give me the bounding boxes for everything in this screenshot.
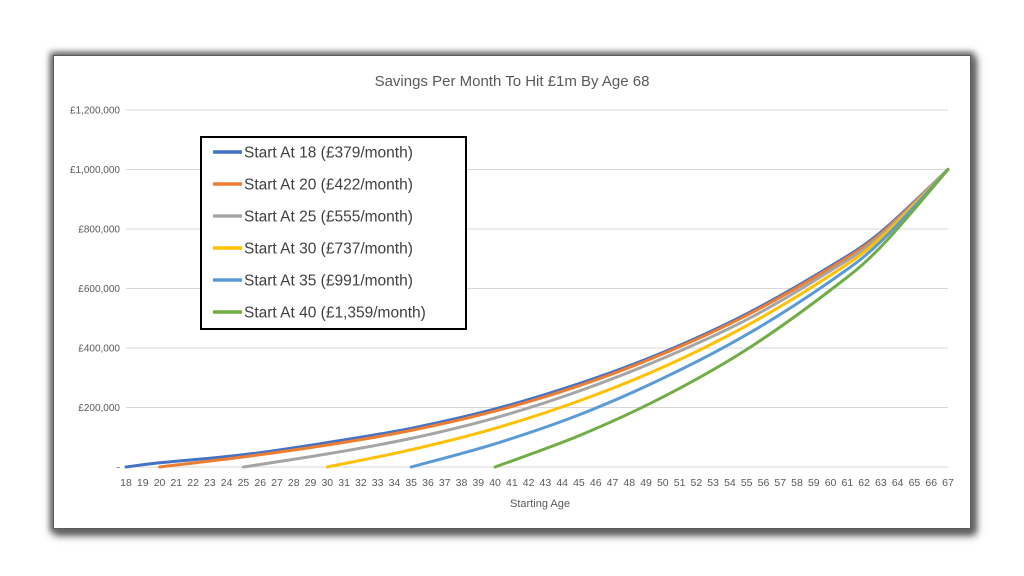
x-tick-label: 62	[858, 477, 870, 489]
y-tick-label: -	[117, 463, 120, 474]
legend-label: Start At 20 (£422/month)	[244, 177, 413, 194]
x-tick-label: 26	[254, 477, 266, 489]
legend-label: Start At 18 (£379/month)	[244, 145, 413, 162]
series-line	[158, 168, 950, 469]
x-tick-label: 49	[640, 477, 652, 489]
x-tick-label: 48	[623, 477, 635, 489]
x-tick-label: 50	[657, 477, 669, 489]
legend: Start At 18 (£379/month) Start At 20 (£42…	[200, 136, 467, 330]
x-axis-ticks: 18 19 20 21 22 23 24 25 26 27 28 29 30 31 32 33 34 35 36 37…	[120, 477, 954, 489]
x-tick-label: 38	[456, 477, 468, 489]
x-tick-label: 42	[523, 477, 535, 489]
series-line	[241, 168, 950, 469]
x-tick-label: 65	[909, 477, 921, 489]
x-tick-label: 45	[573, 477, 585, 489]
y-tick-label: £1,200,000	[70, 106, 120, 117]
legend-label: Start At 35 (£991/month)	[244, 273, 413, 290]
x-tick-label: 43	[540, 477, 552, 489]
x-tick-label: 47	[607, 477, 619, 489]
x-tick-label: 34	[389, 477, 401, 489]
legend-label: Start At 40 (£1,359/month)	[244, 305, 426, 322]
y-tick-label: £600,000	[78, 284, 120, 295]
x-tick-label: 67	[942, 477, 954, 489]
series-line	[409, 168, 950, 469]
series-line	[493, 168, 950, 469]
x-tick-label: 44	[556, 477, 568, 489]
x-tick-label: 21	[170, 477, 182, 489]
x-tick-label: 64	[892, 477, 904, 489]
legend-box	[200, 136, 467, 330]
x-axis-label: Starting Age	[510, 498, 570, 510]
x-tick-label: 31	[338, 477, 350, 489]
x-tick-label: 46	[590, 477, 602, 489]
x-tick-label: 18	[120, 477, 132, 489]
x-tick-label: 28	[288, 477, 300, 489]
x-tick-label: 40	[489, 477, 501, 489]
x-tick-label: 35	[405, 477, 417, 489]
series-line	[325, 168, 950, 469]
x-tick-label: 52	[691, 477, 703, 489]
chart-frame: Savings Per Month To Hit £1m By Age 68 -…	[53, 55, 971, 529]
x-tick-label: 54	[724, 477, 736, 489]
x-tick-label: 29	[305, 477, 317, 489]
x-tick-label: 27	[271, 477, 283, 489]
series-lines	[124, 168, 950, 469]
x-tick-label: 32	[355, 477, 367, 489]
legend-label: Start At 30 (£737/month)	[244, 241, 413, 258]
x-tick-label: 56	[758, 477, 770, 489]
x-tick-label: 33	[372, 477, 384, 489]
x-tick-label: 53	[707, 477, 719, 489]
y-tick-label: £800,000	[78, 225, 120, 236]
x-tick-label: 37	[439, 477, 451, 489]
x-tick-label: 19	[137, 477, 149, 489]
x-tick-label: 25	[238, 477, 250, 489]
x-tick-label: 41	[506, 477, 518, 489]
line-chart: Savings Per Month To Hit £1m By Age 68 -…	[70, 73, 954, 510]
x-tick-label: 36	[422, 477, 434, 489]
legend-label: Start At 25 (£555/month)	[244, 209, 413, 226]
x-tick-label: 24	[221, 477, 233, 489]
x-tick-label: 63	[875, 477, 887, 489]
x-tick-label: 20	[154, 477, 166, 489]
y-tick-label: £400,000	[78, 344, 120, 355]
x-tick-label: 23	[204, 477, 216, 489]
y-tick-label: £1,000,000	[70, 165, 120, 176]
y-axis-ticks: - £200,000 £400,000 £600,000 £800,000 £1,000,…	[70, 106, 120, 474]
x-tick-label: 60	[825, 477, 837, 489]
x-tick-label: 59	[808, 477, 820, 489]
x-tick-label: 61	[842, 477, 854, 489]
x-tick-label: 66	[925, 477, 937, 489]
x-tick-label: 55	[741, 477, 753, 489]
x-tick-label: 51	[674, 477, 686, 489]
x-tick-label: 58	[791, 477, 803, 489]
x-tick-label: 22	[187, 477, 199, 489]
x-tick-label: 30	[321, 477, 333, 489]
chart-title: Savings Per Month To Hit £1m By Age 68	[375, 73, 650, 90]
x-tick-label: 57	[774, 477, 786, 489]
x-tick-label: 39	[472, 477, 484, 489]
y-tick-label: £200,000	[78, 403, 120, 414]
